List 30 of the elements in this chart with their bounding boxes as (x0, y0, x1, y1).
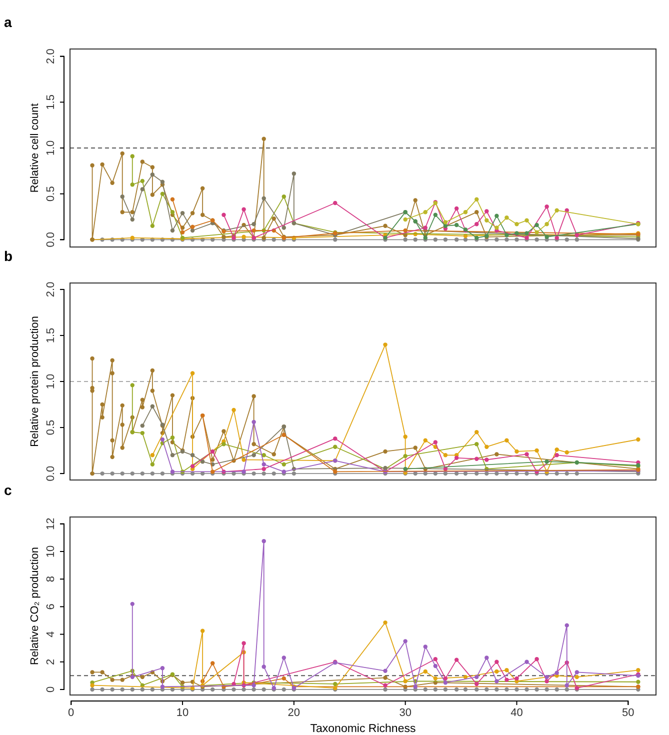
y-tick-label: 0.0 (45, 232, 57, 248)
y-tick-label: 2.0 (45, 48, 57, 64)
y-tick-label: 1.0 (45, 374, 57, 390)
y-tick-label: 4 (45, 631, 57, 638)
y-tick-label: 0.0 (45, 466, 57, 482)
x-tick-label: 50 (622, 706, 634, 719)
y-tick-label: 1.5 (45, 94, 57, 110)
y-tick-label: 6 (45, 604, 57, 610)
y-tick-label: 0.5 (45, 186, 57, 202)
chart-title: b (4, 248, 13, 264)
y-tick-label: 2.0 (45, 282, 57, 298)
y-tick-label: 2 (45, 658, 57, 665)
x-tick-label: 30 (399, 706, 412, 719)
y-tick-label: 10 (45, 545, 57, 558)
x-tick-label: 10 (176, 706, 189, 719)
y-tick-label: 12 (45, 518, 57, 530)
y-tick-label: 1.5 (45, 328, 57, 344)
x-axis-title: Taxonomic Richness (310, 723, 416, 735)
y-tick-label: 0 (45, 686, 57, 693)
y-axis-title: Relative protein production (29, 316, 41, 447)
x-tick-label: 40 (510, 706, 523, 719)
y-tick-label: 1.0 (45, 140, 57, 156)
x-tick-label: 0 (68, 706, 74, 719)
y-tick-label: 8 (45, 576, 57, 582)
y-axis-title: Relative CO₂ production (29, 547, 41, 665)
chart-title: c (4, 482, 12, 498)
y-tick-label: 0.5 (45, 420, 57, 436)
y-axis-title: Relative cell count (29, 103, 41, 193)
chart-title: a (4, 14, 12, 30)
x-tick-label: 20 (288, 706, 300, 719)
